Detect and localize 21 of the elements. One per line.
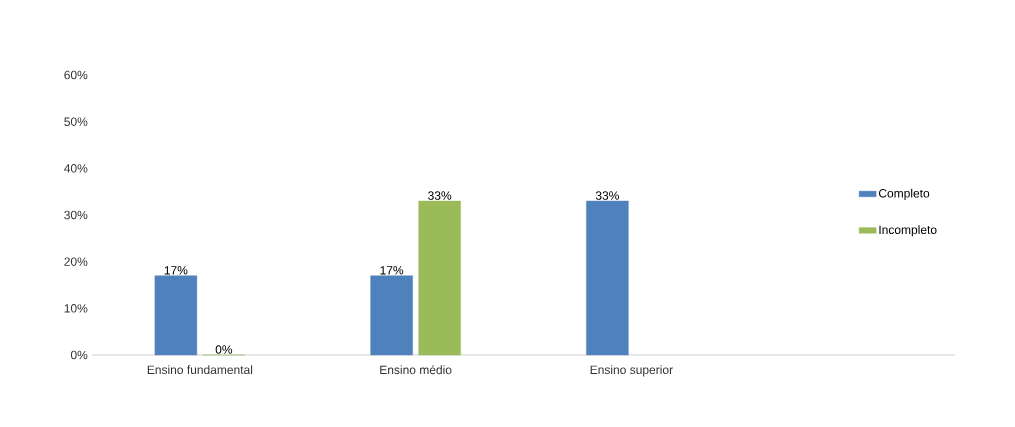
data-label: 33% (595, 191, 619, 200)
bar (370, 275, 413, 356)
data-label: 17% (164, 266, 188, 275)
y-tick-label: 20% (64, 257, 88, 266)
y-tick-label: 0% (70, 350, 88, 360)
y-tick-label: 50% (64, 117, 88, 126)
bar (154, 275, 198, 356)
x-tick-label: Ensino superior (590, 365, 673, 377)
y-tick-label: 60% (64, 70, 88, 80)
bar (586, 200, 629, 356)
data-label: 17% (380, 266, 404, 275)
bar (418, 200, 461, 356)
data-label: 0% (215, 345, 233, 354)
data-label: 33% (428, 191, 452, 200)
y-tick-label: 40% (64, 164, 88, 173)
y-tick-label: 30% (64, 210, 88, 220)
x-tick-label: Ensino médio (380, 365, 452, 375)
legend-label: Completo (878, 188, 930, 200)
legend-label: Incompleto (879, 225, 937, 237)
x-tick-label: Ensino fundamental (147, 365, 253, 375)
y-tick-label: 10% (64, 304, 88, 313)
